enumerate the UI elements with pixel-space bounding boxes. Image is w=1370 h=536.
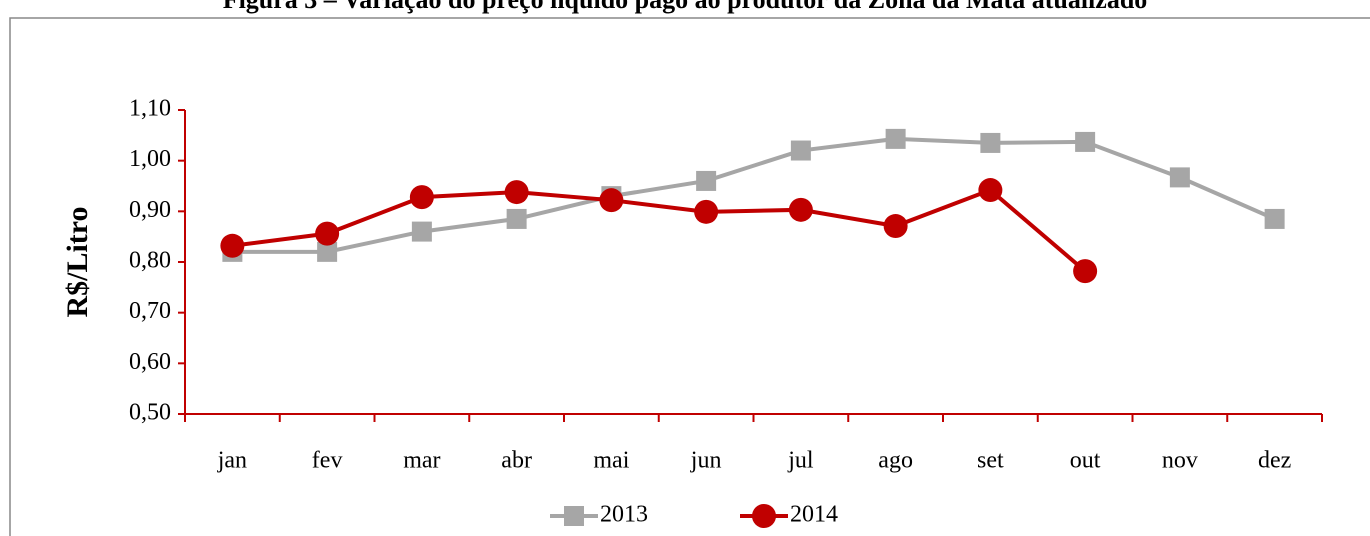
marker: [317, 241, 338, 262]
marker: [1169, 167, 1190, 188]
series-line: [232, 187, 1087, 273]
marker: [980, 132, 1001, 153]
x-tick-label: mai: [593, 448, 629, 474]
marker: [1075, 131, 1096, 152]
chart-title: Figura 3 – Variação do preço líquido pag…: [223, 0, 1148, 14]
marker: [564, 506, 584, 526]
legend-label: 2014: [790, 502, 838, 528]
y-axis-label: R$/Litro: [61, 206, 94, 317]
marker: [315, 221, 340, 246]
marker: [885, 128, 906, 149]
y-tick-label: 0,60: [129, 349, 171, 375]
marker: [883, 214, 908, 239]
x-tick-label: out: [1070, 448, 1101, 474]
marker: [411, 221, 432, 242]
marker: [504, 180, 529, 205]
marker: [409, 185, 434, 210]
series-line: [232, 136, 1276, 254]
y-tick-label: 1,00: [129, 146, 171, 172]
marker: [978, 178, 1003, 203]
marker: [506, 208, 527, 229]
marker: [788, 197, 813, 222]
x-tick-label: mar: [403, 448, 440, 474]
x-tick-label: dez: [1258, 448, 1291, 474]
marker: [1073, 259, 1098, 284]
legend-label: 2013: [600, 502, 648, 528]
marker: [1264, 208, 1285, 229]
chart-border: [9, 17, 1370, 536]
y-tick-label: 0,70: [129, 298, 171, 324]
x-tick-label: jul: [787, 448, 814, 474]
marker: [220, 233, 245, 258]
marker: [790, 140, 811, 161]
y-tick-label: 1,10: [129, 96, 171, 122]
marker: [599, 188, 624, 213]
x-tick-label: ago: [878, 448, 913, 474]
y-tick-label: 0,50: [129, 400, 171, 426]
x-tick-label: fev: [312, 448, 343, 474]
x-tick-label: abr: [501, 448, 532, 474]
x-tick-label: set: [977, 448, 1004, 474]
x-tick-label: jan: [217, 448, 247, 474]
x-tick-label: jun: [690, 448, 722, 474]
y-tick-label: 0,90: [129, 197, 171, 223]
y-tick-label: 0,80: [129, 248, 171, 274]
x-tick-label: nov: [1162, 448, 1198, 474]
marker: [694, 199, 719, 224]
marker: [752, 504, 776, 528]
marker: [696, 170, 717, 191]
